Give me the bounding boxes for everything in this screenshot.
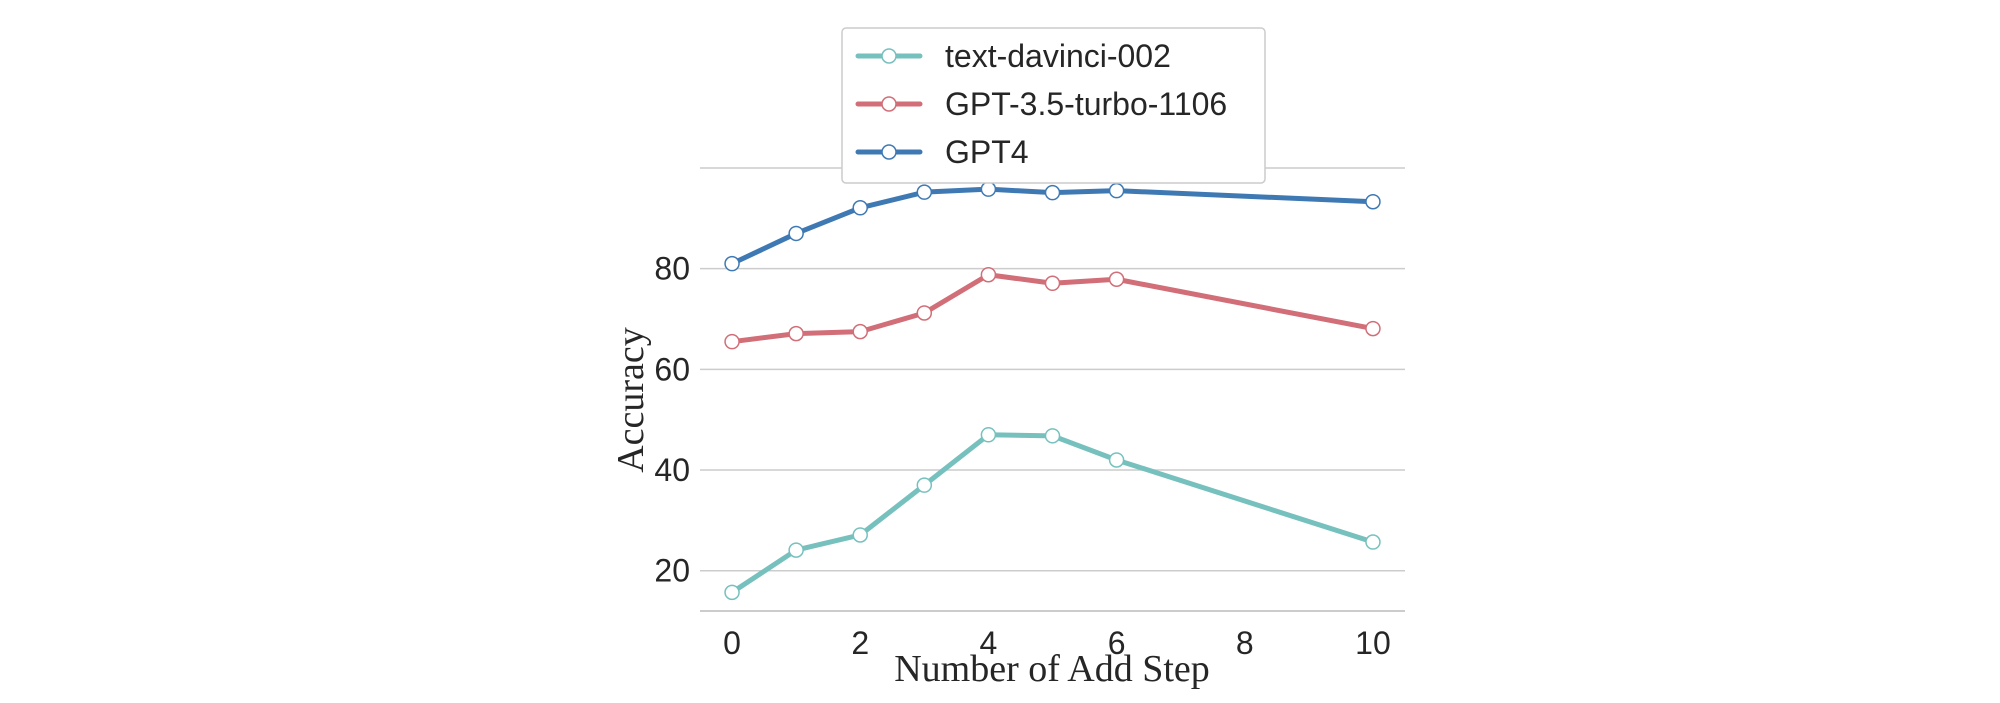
series-line bbox=[729, 186, 1376, 267]
legend-marker bbox=[881, 96, 897, 112]
y-tick-label: 60 bbox=[654, 351, 690, 387]
x-tick-label: 10 bbox=[1355, 625, 1391, 661]
series-line bbox=[729, 432, 1376, 595]
x-axis-label: Number of Add Step bbox=[894, 648, 1210, 690]
x-tick-label: 4 bbox=[980, 625, 998, 661]
legend-item: GPT4 bbox=[855, 134, 1029, 170]
legend-frame bbox=[841, 27, 1266, 184]
data-point bbox=[1365, 193, 1381, 210]
data-point bbox=[724, 255, 740, 272]
legend-label: text-davinci-002 bbox=[945, 38, 1171, 74]
data-point bbox=[1044, 428, 1061, 444]
legend-marker bbox=[881, 48, 897, 64]
data-point bbox=[1044, 184, 1061, 201]
x-tick-labels: 0 2 4 6 8 10 bbox=[723, 625, 1391, 661]
legend-item: text-davinci-002 bbox=[855, 38, 1171, 74]
y-tick-labels: 20 40 60 80 bbox=[654, 251, 690, 589]
x-tick-label: 0 bbox=[723, 625, 741, 661]
series-group bbox=[724, 427, 1381, 601]
data-point bbox=[852, 323, 868, 340]
data-point bbox=[1044, 275, 1061, 292]
data-point bbox=[980, 427, 997, 443]
data-point bbox=[916, 477, 933, 493]
data-point bbox=[980, 266, 997, 283]
y-axis-label: Accuracy bbox=[610, 327, 652, 473]
y-tick-label: 40 bbox=[654, 452, 690, 488]
data-point bbox=[724, 333, 740, 350]
data-point bbox=[1108, 182, 1125, 199]
y-tick-label: 80 bbox=[654, 251, 690, 287]
series-layer bbox=[724, 181, 1381, 601]
data-point bbox=[852, 527, 868, 543]
x-tick-label: 6 bbox=[1108, 625, 1126, 661]
data-point bbox=[788, 542, 804, 558]
data-point bbox=[1108, 271, 1125, 288]
legend-label: GPT4 bbox=[945, 134, 1029, 170]
data-point bbox=[788, 325, 804, 342]
data-point bbox=[788, 225, 804, 242]
data-point bbox=[1108, 452, 1125, 468]
legend-items: text-davinci-002 GPT-3.5-turbo-1106 GPT4 bbox=[855, 38, 1227, 170]
series-line bbox=[729, 272, 1376, 345]
x-tick-label: 8 bbox=[1236, 625, 1254, 661]
x-tick-label: 2 bbox=[851, 625, 869, 661]
legend-item: GPT-3.5-turbo-1106 bbox=[855, 86, 1227, 122]
legend-label: GPT-3.5-turbo-1106 bbox=[945, 86, 1227, 122]
data-point bbox=[916, 184, 933, 200]
data-point bbox=[916, 305, 933, 321]
data-point bbox=[1365, 534, 1381, 550]
data-point bbox=[980, 181, 997, 197]
data-point bbox=[852, 200, 868, 216]
legend: text-davinci-002 GPT-3.5-turbo-1106 GPT4 bbox=[841, 27, 1266, 184]
data-point bbox=[1365, 320, 1381, 337]
legend-marker bbox=[881, 144, 897, 160]
y-tick-label: 20 bbox=[654, 553, 690, 589]
data-point bbox=[724, 584, 740, 601]
series-group bbox=[724, 266, 1381, 350]
series-group bbox=[724, 181, 1381, 272]
